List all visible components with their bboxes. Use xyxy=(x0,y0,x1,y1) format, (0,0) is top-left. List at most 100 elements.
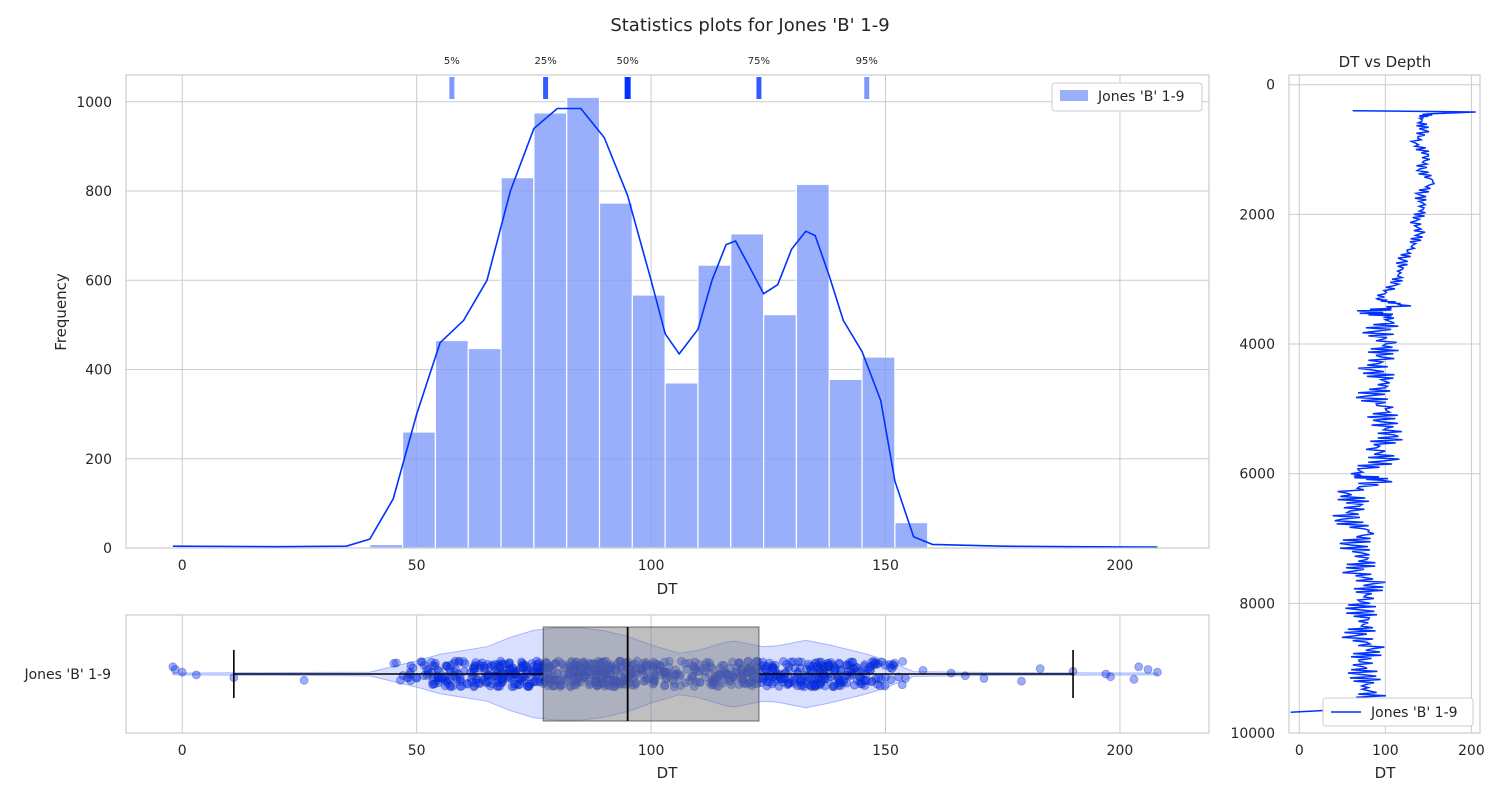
strip-point xyxy=(800,670,810,680)
strip-point xyxy=(434,675,444,685)
strip-point xyxy=(533,662,542,672)
strip-point xyxy=(450,656,460,666)
percentile-markers: 5% 25% 50% 75% 95% xyxy=(444,56,878,99)
strip-point xyxy=(759,674,769,684)
strip-point xyxy=(484,676,494,686)
strip-point xyxy=(520,672,530,682)
strip-point xyxy=(824,659,833,668)
strip-point xyxy=(839,675,849,685)
strip-point xyxy=(783,679,793,689)
outlier-point xyxy=(885,663,895,673)
strip-point xyxy=(852,662,861,672)
strip-point xyxy=(476,661,486,671)
strip-point xyxy=(445,664,454,674)
strip-point xyxy=(860,681,870,691)
strip-point xyxy=(760,661,770,671)
strip-point xyxy=(498,672,508,682)
strip-point xyxy=(528,662,538,671)
strip-point xyxy=(533,668,543,678)
strip-point xyxy=(479,661,489,671)
strip-point xyxy=(489,661,499,671)
strip-point xyxy=(833,672,842,682)
strip-point xyxy=(467,677,477,687)
legend-label: Jones 'B' 1-9 xyxy=(1097,89,1185,105)
strip-point xyxy=(483,659,492,669)
strip-point xyxy=(493,681,503,691)
strip-point xyxy=(463,679,472,689)
tick-label-y: 400 xyxy=(85,363,112,379)
tick-label-y: 200 xyxy=(85,452,112,468)
strip-point xyxy=(519,663,529,672)
strip-point xyxy=(811,680,821,690)
tick-label-y: 800 xyxy=(85,184,112,200)
strip-point xyxy=(839,677,848,687)
strip-point xyxy=(487,679,497,689)
strip-point xyxy=(493,660,503,669)
strip-point xyxy=(786,657,796,667)
strip-point xyxy=(828,660,838,670)
log-legend[interactable]: Jones 'B' 1-9 xyxy=(1322,697,1474,727)
iqr-box xyxy=(542,626,760,722)
strip-point xyxy=(433,672,443,682)
histogram-bar xyxy=(730,233,765,549)
percentile-label: 95% xyxy=(856,56,878,67)
histogram-panel: 5% 25% 50% 75% 95% 0 50 100 150 200 0 200 400 600 80… xyxy=(52,56,1210,598)
strip-point xyxy=(430,658,440,668)
strip-point xyxy=(844,660,854,670)
log-curve xyxy=(1290,109,1476,714)
tick-label-y: 600 xyxy=(85,273,112,289)
strip-point xyxy=(493,682,502,692)
strip-point xyxy=(519,660,528,670)
strip-point xyxy=(454,657,464,667)
strip-point xyxy=(824,661,834,671)
percentile-marker xyxy=(756,77,762,99)
strip-point xyxy=(472,674,482,684)
strip-point xyxy=(508,663,518,673)
strip-point xyxy=(469,682,479,692)
strip-point xyxy=(470,681,479,691)
histogram-bar xyxy=(763,314,798,549)
strip-point xyxy=(784,678,794,688)
histogram-legend[interactable]: Jones 'B' 1-9 xyxy=(1051,82,1203,112)
histogram-bars xyxy=(369,96,929,549)
strip-point xyxy=(890,658,899,668)
strip-point xyxy=(872,660,882,669)
strip-point xyxy=(782,659,791,669)
boxplot-x-label: DT xyxy=(657,764,679,782)
strip-point xyxy=(806,681,816,691)
strip-point xyxy=(815,678,824,688)
strip-point xyxy=(477,658,487,668)
strip-point xyxy=(471,658,481,667)
strip-point xyxy=(768,672,778,682)
strip-point xyxy=(784,662,794,672)
strip-point xyxy=(524,681,534,691)
strip-point xyxy=(848,657,858,667)
strip-point xyxy=(457,681,467,691)
strip-point xyxy=(470,661,480,671)
outlier-point xyxy=(946,668,956,678)
histogram-bar xyxy=(402,431,437,549)
strip-point xyxy=(830,662,840,672)
strip-point xyxy=(475,663,484,673)
strip-point xyxy=(507,664,517,673)
strip-point xyxy=(518,663,528,673)
strip-point xyxy=(517,676,527,686)
strip-point xyxy=(475,678,484,687)
strip-point xyxy=(469,663,478,673)
strip-point xyxy=(497,677,507,687)
strip-point xyxy=(758,673,768,683)
tick-label-x: 50 xyxy=(408,558,426,574)
strip-point xyxy=(834,658,844,668)
tick-label-x: 150 xyxy=(872,743,899,759)
box-body xyxy=(233,626,1074,722)
strip-point xyxy=(523,682,533,691)
tick-label-x: 0 xyxy=(178,743,187,759)
strip-point xyxy=(460,659,470,669)
strip-point xyxy=(809,675,818,684)
strip-point xyxy=(527,659,537,668)
histogram-bar xyxy=(434,339,469,549)
strip-point xyxy=(815,657,824,667)
tick-label-y: 8000 xyxy=(1239,596,1275,612)
strip-point xyxy=(452,674,462,684)
strip-point xyxy=(510,679,520,689)
